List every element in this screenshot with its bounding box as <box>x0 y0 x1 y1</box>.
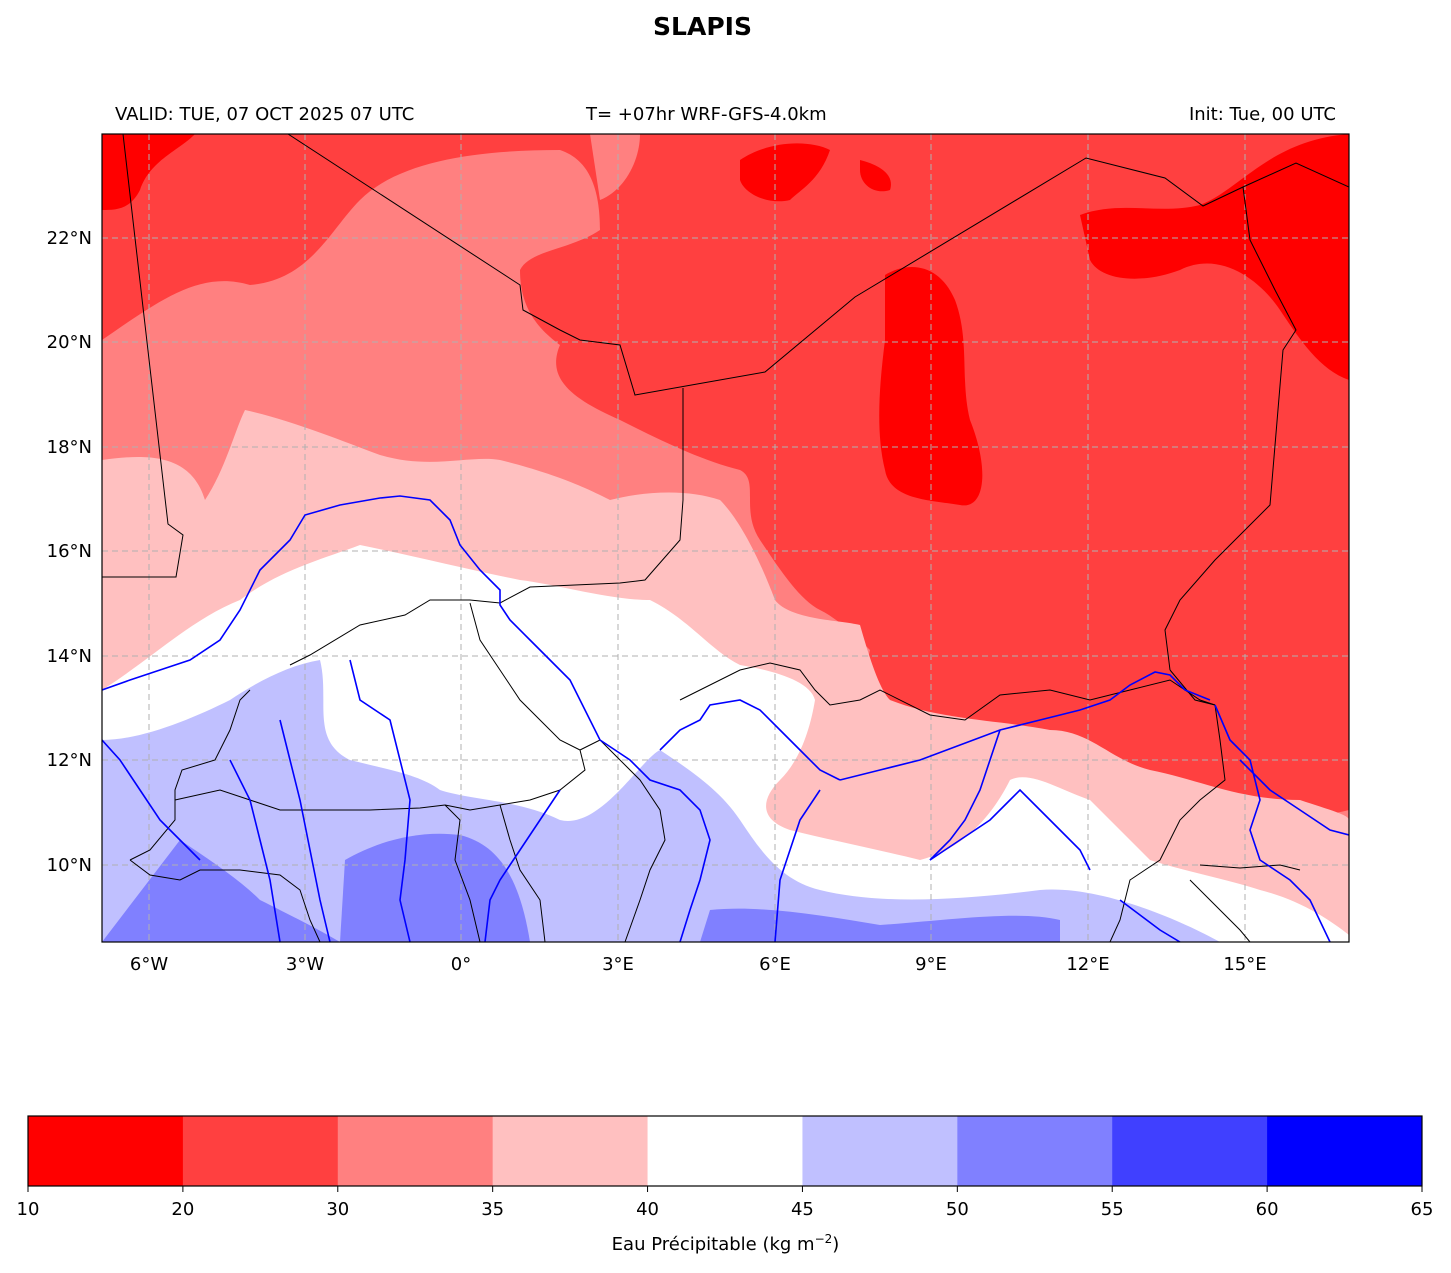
burkina-border <box>129 689 251 861</box>
mali-border <box>102 134 184 578</box>
algeria-mali-border <box>287 134 1349 396</box>
colorbar-swatch <box>802 1116 958 1186</box>
lon-tick-label: 0° <box>451 954 471 975</box>
colorbar-swatch <box>647 1116 803 1186</box>
black-volta <box>229 759 281 942</box>
ghana-togo <box>444 804 481 942</box>
colorbar-tick-label: 65 <box>1411 1199 1434 1220</box>
colorbar-tick-label: 40 <box>636 1199 659 1220</box>
lat-tick-label: 18°N <box>47 437 92 458</box>
colorbar-frame <box>27 1115 1423 1187</box>
car-border <box>1189 879 1251 942</box>
komadugu-yobe <box>839 671 1211 781</box>
lon-tick-label: 15°E <box>1223 954 1266 975</box>
colorbar-tick-label: 60 <box>1256 1199 1279 1220</box>
colorbar-tick-label: 35 <box>481 1199 504 1220</box>
colorbar-title-close: ) <box>832 1234 840 1255</box>
colorbar-tick-label: 20 <box>171 1199 194 1220</box>
benin-border <box>579 739 666 942</box>
colorbar-swatch <box>1112 1116 1268 1186</box>
field-band-10-20-patch <box>860 160 891 192</box>
colorbar-swatch <box>957 1116 1113 1186</box>
lon-tick-label: 3°E <box>602 954 634 975</box>
lat-tick-label: 12°N <box>47 750 92 771</box>
lon-tick-label: 3°W <box>286 954 324 975</box>
colorbar-swatch <box>1267 1116 1423 1186</box>
colorbar-title: Eau Précipitable (kg m−2) <box>0 1232 1451 1255</box>
valid-time-label: VALID: TUE, 07 OCT 2025 07 UTC <box>115 104 415 125</box>
ivory-coast <box>129 859 321 942</box>
precipitable-water-field <box>102 134 1349 942</box>
field-band-10-20-north <box>740 143 830 202</box>
bani-river <box>102 739 201 861</box>
lon-tick-label: 12°E <box>1066 954 1109 975</box>
togo-benin <box>499 804 546 942</box>
gongola-river <box>929 729 1001 861</box>
niger-river <box>102 495 711 942</box>
colorbar-tick-label: 10 <box>17 1199 40 1220</box>
init-time-label: Init: Tue, 00 UTC <box>1188 104 1336 125</box>
colorbar-tick-label: 50 <box>946 1199 969 1220</box>
colorbar-swatch <box>28 1116 184 1186</box>
map-frame <box>101 133 1350 943</box>
lon-tick-labels: 6°W 3°W 0° 3°E 6°E 9°E 12°E 15°E <box>130 954 1267 975</box>
colorbar-tick-label: 55 <box>1101 1199 1124 1220</box>
white-volta <box>349 659 411 942</box>
colorbar-swatch <box>492 1116 649 1186</box>
chart-title: SLAPIS <box>653 12 752 41</box>
field-band-10-20-ne <box>1080 134 1349 380</box>
lat-tick-label: 14°N <box>47 646 92 667</box>
cross-river <box>1119 899 1181 942</box>
colorbar-swatch <box>182 1116 339 1186</box>
lon-tick-label: 6°W <box>130 954 168 975</box>
lon-tick-label: 6°E <box>759 954 791 975</box>
libya-niger-border <box>1164 186 1297 671</box>
benue-river <box>929 788 1091 871</box>
colorbar-tick-label: 45 <box>791 1199 814 1220</box>
logone-river <box>1239 759 1349 836</box>
gridlines <box>102 134 1349 942</box>
lon-tick-label: 9°E <box>915 954 947 975</box>
field-band-30-35-west <box>590 134 640 200</box>
field-band-50-55 <box>102 840 340 942</box>
lat-tick-label: 20°N <box>47 332 92 353</box>
colorbar-title-text: Eau Précipitable (kg m <box>611 1234 815 1255</box>
oti-river <box>484 789 561 942</box>
lat-tick-label: 16°N <box>47 541 92 562</box>
sokoto-river <box>659 699 841 781</box>
lat-tick-labels: 22°N 20°N 18°N 16°N 14°N 12°N 10°N <box>47 228 92 876</box>
chad-south <box>1199 864 1301 871</box>
field-band-50-55-east <box>700 908 1060 942</box>
colorbar-swatch <box>337 1116 494 1186</box>
nigeria-cameroon <box>1109 704 1226 942</box>
chari-river <box>1214 704 1331 942</box>
nigeria-niger <box>679 662 1216 721</box>
volta-river <box>279 719 331 942</box>
lat-tick-label: 22°N <box>47 228 92 249</box>
forecast-run-label: T= +07hr WRF-GFS-4.0km <box>586 104 827 125</box>
field-band-50-55-center <box>340 833 530 942</box>
rivers <box>102 495 1349 942</box>
colorbar: 10 20 30 35 40 45 50 55 60 65 <box>17 1115 1434 1220</box>
chad-border <box>1169 669 1216 706</box>
burkina-south <box>174 789 446 811</box>
colorbar-title-exponent: −2 <box>814 1232 833 1246</box>
kaduna-river <box>774 789 821 942</box>
colorbar-tick-label: 30 <box>326 1199 349 1220</box>
lat-tick-label: 10°N <box>47 855 92 876</box>
